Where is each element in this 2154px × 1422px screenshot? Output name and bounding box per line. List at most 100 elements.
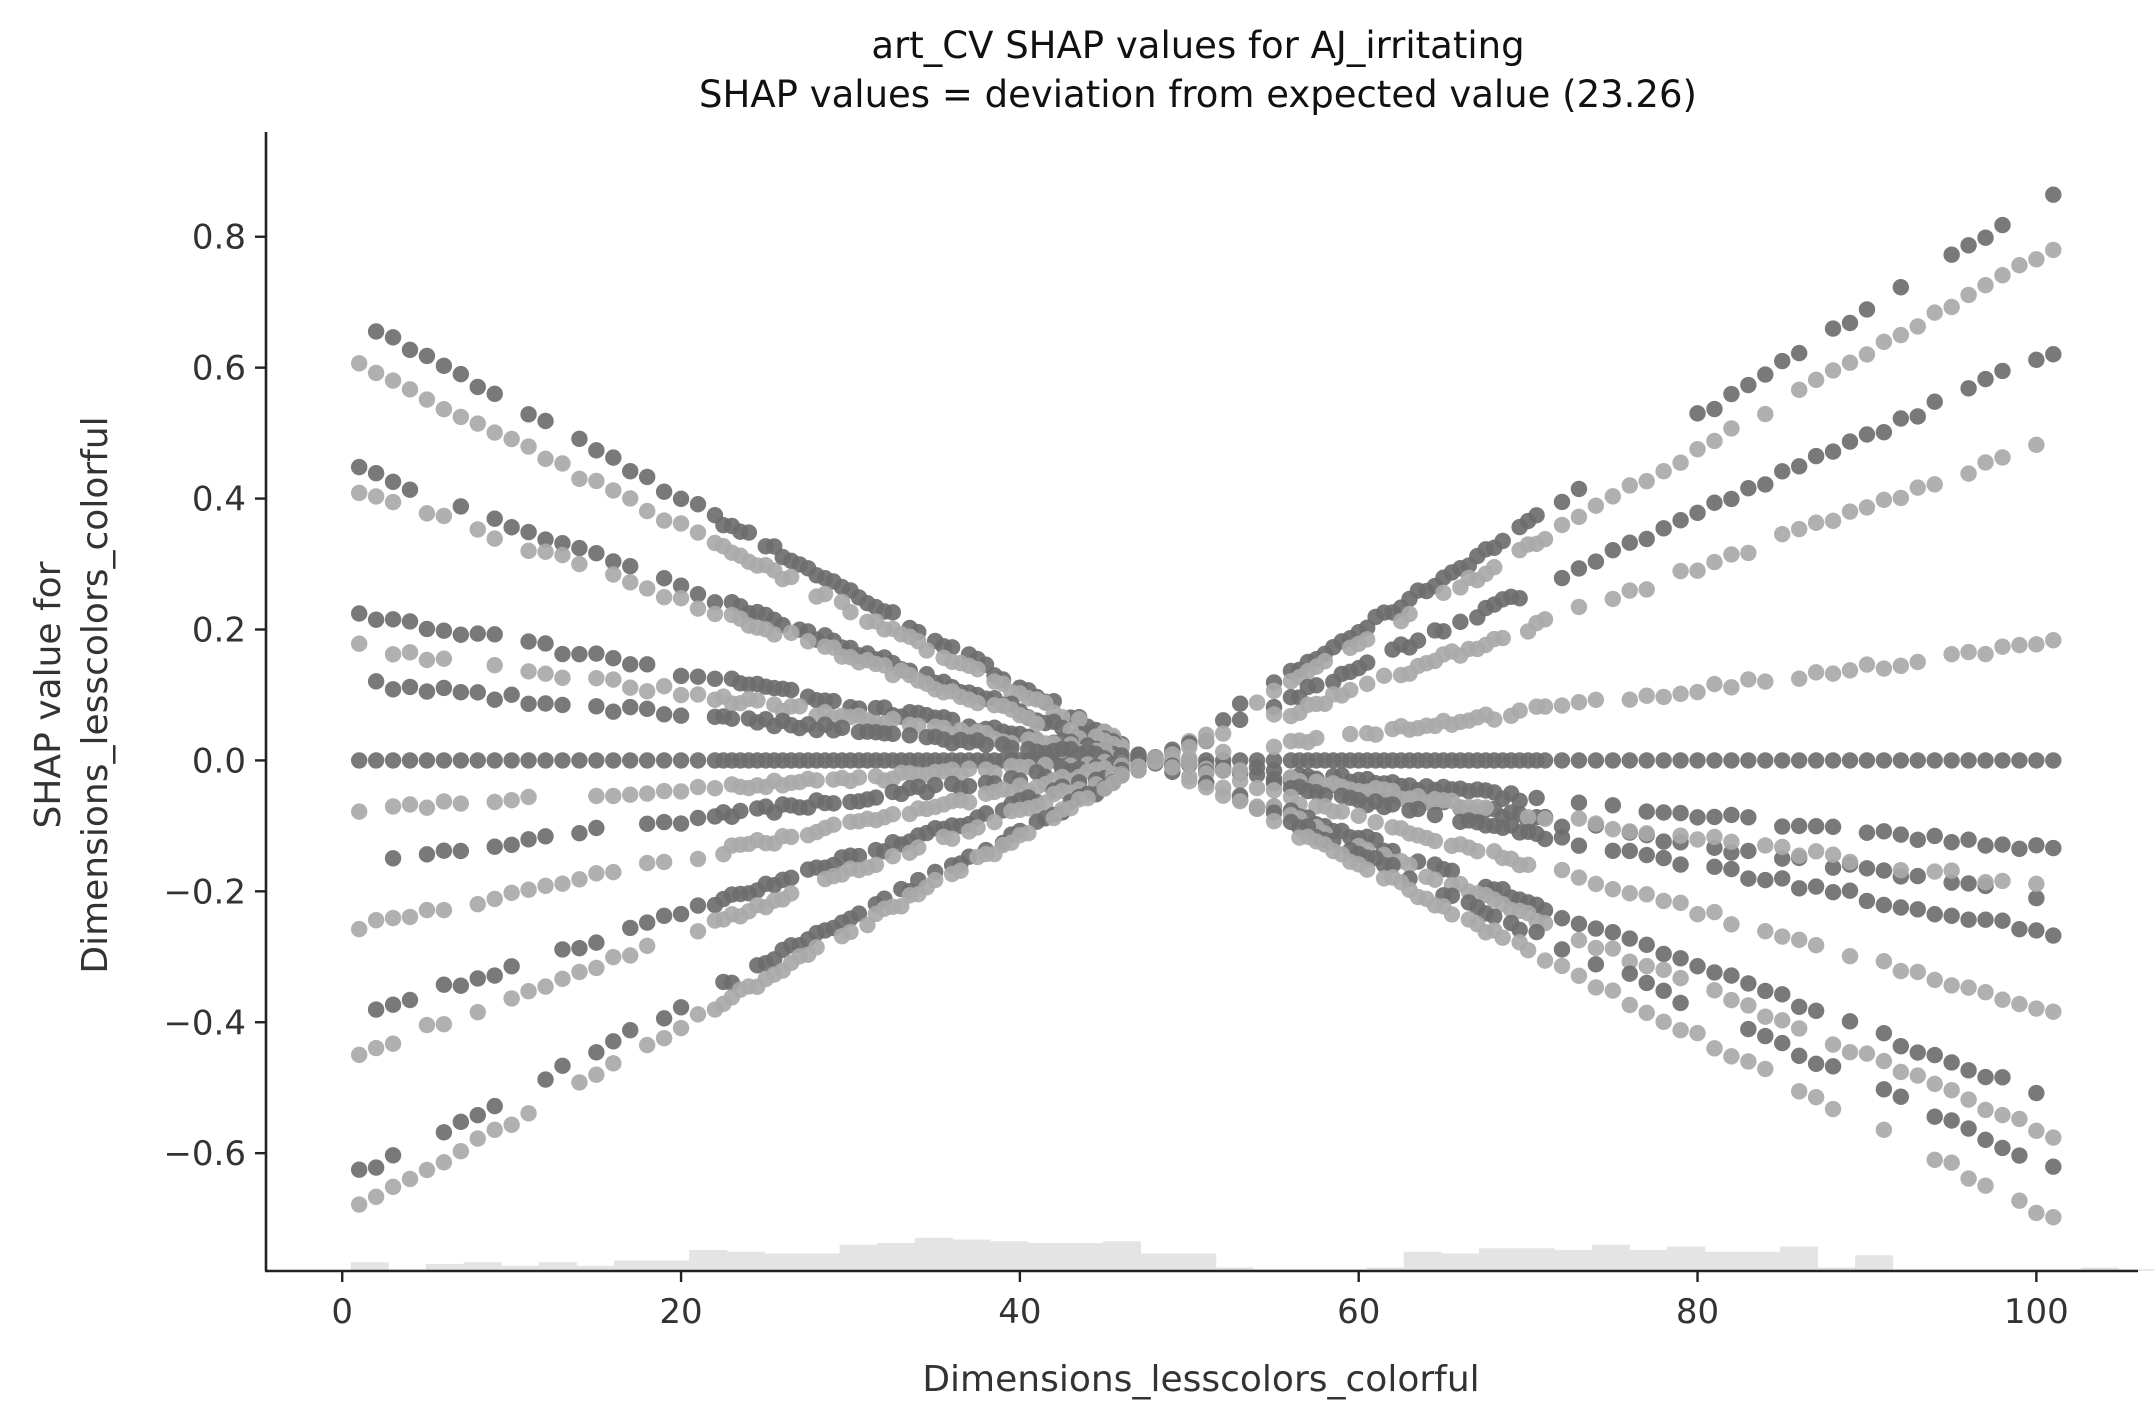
data-point bbox=[571, 430, 588, 448]
data-point bbox=[926, 871, 944, 889]
data-point bbox=[1621, 691, 1638, 708]
data-point bbox=[689, 585, 707, 603]
data-point bbox=[435, 507, 453, 525]
data-point bbox=[554, 941, 571, 958]
histogram-bar bbox=[764, 1253, 803, 1271]
data-point bbox=[782, 869, 800, 886]
data-point bbox=[1655, 752, 1672, 769]
data-point bbox=[833, 719, 851, 737]
data-point bbox=[1409, 800, 1427, 818]
data-point bbox=[1740, 544, 1757, 562]
data-point bbox=[638, 785, 656, 802]
data-point bbox=[1570, 810, 1588, 827]
data-point bbox=[689, 496, 707, 513]
data-point bbox=[622, 698, 639, 716]
data-point bbox=[2028, 922, 2045, 939]
data-point bbox=[1604, 940, 1622, 957]
data-point bbox=[1774, 752, 1791, 769]
data-point bbox=[367, 1039, 385, 1057]
histogram-bar bbox=[1178, 1253, 1217, 1271]
data-point bbox=[1308, 677, 1325, 694]
data-point bbox=[384, 681, 402, 698]
data-point bbox=[1638, 803, 1655, 820]
data-point bbox=[2045, 632, 2062, 649]
data-point bbox=[1265, 813, 1283, 830]
data-point bbox=[537, 635, 554, 652]
data-point bbox=[689, 897, 707, 914]
data-point bbox=[1248, 766, 1266, 784]
y-tick-label: 0.4 bbox=[192, 480, 246, 520]
data-point bbox=[1689, 1024, 1706, 1042]
data-point bbox=[384, 798, 402, 815]
data-point bbox=[850, 847, 868, 865]
data-point bbox=[1248, 694, 1266, 711]
data-point bbox=[401, 796, 419, 813]
data-point bbox=[672, 707, 690, 724]
data-point bbox=[554, 875, 571, 892]
data-point bbox=[850, 905, 868, 922]
data-point bbox=[1977, 1101, 1994, 1119]
histogram-bar bbox=[689, 1250, 728, 1271]
data-point bbox=[418, 799, 436, 816]
data-point bbox=[503, 430, 520, 448]
data-point bbox=[452, 626, 470, 643]
data-point bbox=[418, 1161, 436, 1179]
data-point bbox=[1774, 870, 1791, 887]
data-point bbox=[799, 633, 817, 650]
data-point bbox=[1570, 915, 1588, 933]
data-point bbox=[1511, 702, 1528, 719]
data-point bbox=[1638, 886, 1655, 903]
data-point bbox=[350, 803, 368, 820]
data-point bbox=[1858, 346, 1876, 363]
data-point bbox=[588, 934, 605, 951]
data-point bbox=[1621, 477, 1638, 494]
data-point bbox=[469, 378, 486, 396]
data-point bbox=[1655, 982, 1672, 1000]
data-point bbox=[1443, 906, 1461, 923]
data-point bbox=[1198, 779, 1215, 796]
data-point bbox=[1977, 1177, 1994, 1194]
histogram-bar bbox=[1855, 1255, 1894, 1271]
data-point bbox=[1655, 462, 1672, 480]
data-point bbox=[401, 481, 419, 498]
data-point bbox=[554, 546, 571, 564]
data-point bbox=[384, 1035, 402, 1052]
data-point bbox=[1265, 706, 1283, 723]
data-point bbox=[1621, 823, 1638, 840]
histogram-bar bbox=[1516, 1248, 1555, 1271]
data-point bbox=[706, 780, 724, 797]
data-point bbox=[1774, 352, 1791, 370]
histogram-bar bbox=[576, 1265, 615, 1271]
data-point bbox=[638, 1036, 656, 1054]
data-point bbox=[1909, 867, 1926, 885]
data-point bbox=[1807, 937, 1825, 954]
data-point bbox=[1740, 1020, 1757, 1038]
data-point bbox=[1443, 862, 1461, 880]
data-point bbox=[1960, 1120, 1977, 1137]
data-point bbox=[1621, 885, 1638, 902]
data-point bbox=[926, 776, 944, 794]
data-point bbox=[1892, 410, 1910, 427]
data-point bbox=[782, 828, 800, 846]
data-point bbox=[672, 815, 690, 832]
data-point bbox=[655, 570, 673, 587]
data-point bbox=[1494, 629, 1511, 647]
data-point bbox=[1926, 393, 1943, 410]
data-point bbox=[1977, 983, 1994, 1001]
data-point bbox=[384, 1178, 402, 1196]
data-point bbox=[1892, 489, 1910, 507]
data-point bbox=[1892, 752, 1910, 769]
data-point bbox=[1214, 743, 1232, 761]
data-point bbox=[350, 635, 368, 652]
data-point bbox=[571, 939, 588, 957]
data-point bbox=[1367, 726, 1384, 743]
histogram-bar bbox=[1065, 1243, 1104, 1271]
data-point bbox=[1807, 878, 1825, 895]
data-point bbox=[520, 831, 537, 848]
data-point bbox=[1790, 1047, 1808, 1065]
data-point bbox=[1943, 1154, 1960, 1171]
data-point bbox=[605, 1055, 622, 1072]
data-point bbox=[1655, 945, 1672, 963]
data-point bbox=[1638, 530, 1655, 548]
data-point bbox=[1841, 948, 1859, 965]
